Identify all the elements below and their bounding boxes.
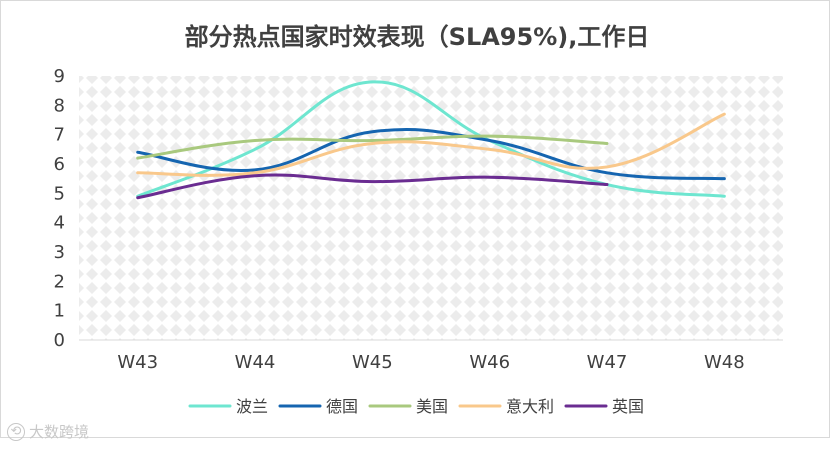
y-tick-label: 9	[54, 66, 65, 87]
x-axis: W43 W44 W45 W46 W47 W48	[117, 352, 744, 373]
x-tick-label: W44	[235, 352, 276, 373]
x-tick-label: W46	[469, 352, 510, 373]
x-tick-label: W45	[352, 352, 393, 373]
y-axis: 0 1 2 3 4 5 6 7 8 9	[54, 66, 65, 351]
y-tick-label: 6	[54, 154, 65, 175]
y-tick-label: 5	[54, 183, 65, 204]
series-line-5	[136, 173, 609, 200]
legend-label: 英国	[612, 397, 644, 416]
watermark-text: 大数跨境	[29, 423, 90, 441]
series-lines	[136, 80, 726, 200]
y-tick-label: 2	[54, 271, 65, 292]
y-tick-label: 0	[54, 330, 65, 351]
plot-background	[79, 76, 783, 340]
legend: 波兰 德国 美国 意大利 英国	[188, 397, 644, 416]
x-tick-label: W43	[117, 352, 158, 373]
logo-icon: ⟲	[7, 422, 25, 441]
y-tick-label: 7	[54, 125, 65, 146]
series-line-1	[136, 80, 726, 198]
y-tick-label: 3	[54, 242, 65, 263]
series-line-4	[136, 112, 726, 177]
legend-label: 波兰	[236, 397, 268, 416]
series-line-3	[136, 134, 609, 160]
x-tick-label: W47	[587, 352, 628, 373]
y-tick-label: 8	[54, 95, 65, 116]
x-tick-label: W48	[704, 352, 745, 373]
chart-frame: 部分热点国家时效表现（SLA95%),工作日 0 1 2 3 4 5 6 7 8 9 W43 W44…	[0, 0, 830, 441]
legend-label: 美国	[416, 397, 448, 416]
y-tick-label: 1	[54, 301, 65, 322]
legend-label: 德国	[326, 397, 358, 416]
y-tick-label: 4	[54, 213, 65, 234]
series-line-2	[136, 127, 726, 181]
chart-title: 部分热点国家时效表现（SLA95%),工作日	[185, 23, 650, 51]
watermark: ⟲ 大数跨境	[7, 421, 89, 442]
legend-label: 意大利	[506, 397, 554, 416]
